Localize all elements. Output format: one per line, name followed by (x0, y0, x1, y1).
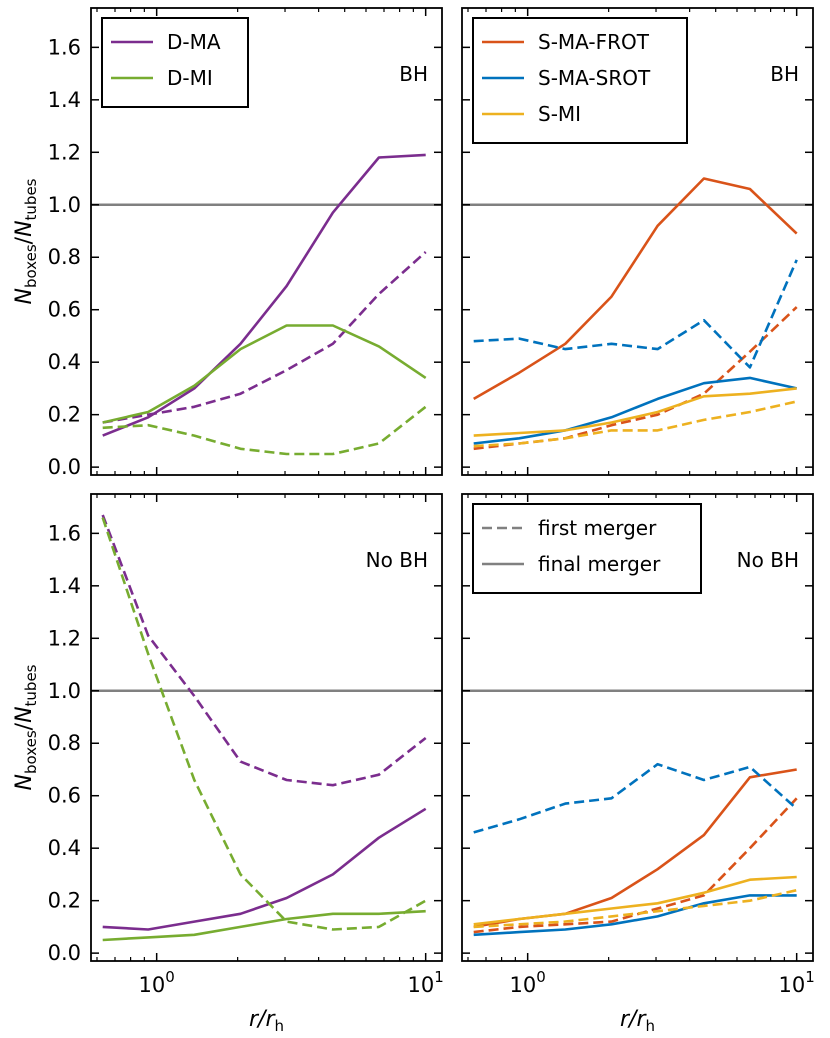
series-line-s-mi-solid (473, 387, 797, 437)
legend-box (101, 17, 249, 108)
x-tick-label: 100 (139, 968, 175, 997)
panel-top-left: 0.0 0.2 0.4 0.6 0.8 1.0 1.2 1.4 1.6 BH D-MA D-MI Nbo… (12, 7, 443, 479)
axes-frame (90, 493, 443, 962)
series-line-d-mi-dashed (101, 517, 427, 931)
y-tick-label: 0.6 (48, 298, 81, 322)
y-axis-label: Nboxes/Ntubes (12, 178, 40, 304)
legend-box (472, 503, 702, 594)
series-line-d-ma-dashed (101, 514, 427, 787)
y-tick-label: 0.2 (48, 403, 81, 427)
series-line-s-ma-frot-dashed (473, 797, 798, 934)
series-line-s-ma-srot-solid (473, 894, 797, 937)
legend: first merger final merger (472, 503, 702, 594)
panel-annotation: No BH (737, 548, 799, 572)
series-line-d-mi-solid (102, 909, 426, 942)
legend: S-MA-FROT S-MA-SROT S-MI (472, 17, 688, 144)
panel-annotation: No BH (366, 548, 428, 572)
y-tick-label: 1.6 (48, 35, 81, 59)
legend-box (472, 17, 688, 144)
y-tick-label: 0.0 (48, 941, 81, 965)
y-tick-label: 0.2 (48, 889, 81, 913)
panel-annotation: BH (770, 62, 799, 86)
series-line-s-ma-frot-solid (473, 177, 798, 401)
x-tick-label: 101 (408, 968, 444, 997)
y-tick-label: 1.2 (48, 140, 81, 164)
series-line-s-ma-srot-solid (473, 376, 797, 445)
series-line-d-mi-dashed (102, 405, 427, 456)
legend: D-MA D-MI (101, 17, 249, 108)
x-axis-label: r/rh (249, 1007, 284, 1035)
x-tick-label: 101 (779, 968, 815, 997)
axes-frame (461, 493, 814, 962)
x-axis-label: r/rh (620, 1007, 655, 1035)
y-tick-label: 0.8 (48, 245, 81, 269)
y-tick-label: 0.4 (48, 836, 81, 860)
panel-bottom-left: 0.0 0.2 0.4 0.6 0.8 1.0 1.2 1.4 1.6 100 101 No BH Nb… (12, 493, 444, 1035)
panel-bottom-right: 100 101 No BH first merger final merger r/rh (461, 493, 815, 1035)
series-line-d-ma-dashed (102, 251, 427, 424)
series-line-s-mi-dashed (473, 888, 797, 929)
y-tick-label: 0.0 (48, 455, 81, 479)
panel-annotation: BH (399, 62, 428, 86)
series-line-d-ma-solid (102, 153, 426, 437)
y-tick-label: 1.2 (48, 626, 81, 650)
y-tick-label: 1.0 (48, 193, 81, 217)
y-tick-label: 1.4 (48, 574, 81, 598)
panel-top-right: BH S-MA-FROT S-MA-SROT S-MI (461, 7, 814, 476)
series-line-s-ma-frot-solid (473, 768, 797, 929)
series-line-s-mi-dashed (473, 400, 797, 448)
legend-label: first merger (538, 516, 657, 540)
series-line-s-ma-srot-dashed (473, 762, 798, 834)
legend-label: S-MA-FROT (538, 30, 650, 54)
axes-frame (90, 7, 443, 476)
y-tick-label: 1.4 (48, 88, 81, 112)
legend-label: final merger (538, 552, 661, 576)
y-tick-label: 0.6 (48, 784, 81, 808)
axes-frame (461, 7, 814, 476)
series-line-d-mi-solid (102, 324, 427, 424)
y-axis-label: Nboxes/Ntubes (12, 664, 40, 790)
legend-label: S-MI (538, 102, 581, 126)
series-line-s-mi-solid (473, 875, 797, 926)
legend-label: D-MA (167, 30, 221, 54)
legend-label: D-MI (167, 66, 213, 90)
series-line-d-ma-solid (102, 807, 427, 931)
y-tick-label: 1.6 (48, 521, 81, 545)
x-tick-label: 100 (510, 968, 546, 997)
series-line-s-ma-srot-dashed (473, 259, 798, 369)
y-tick-label: 0.4 (48, 350, 81, 374)
y-tick-label: 1.0 (48, 679, 81, 703)
legend-label: S-MA-SROT (538, 66, 651, 90)
y-tick-label: 0.8 (48, 731, 81, 755)
